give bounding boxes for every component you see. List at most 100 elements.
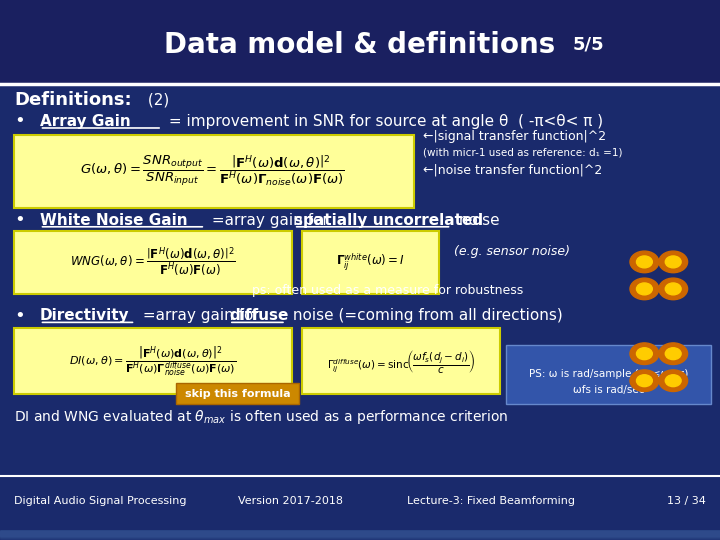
Bar bbox=[0, 534, 720, 538]
Bar bbox=[0, 531, 720, 536]
Bar bbox=[0, 535, 720, 540]
Bar bbox=[0, 531, 720, 536]
Circle shape bbox=[665, 375, 681, 387]
Circle shape bbox=[659, 343, 688, 364]
Circle shape bbox=[630, 278, 659, 300]
Text: (2): (2) bbox=[143, 92, 168, 107]
Bar bbox=[0, 534, 720, 539]
Text: ←|noise transfer function|^2: ←|noise transfer function|^2 bbox=[423, 164, 603, 177]
Text: DI and WNG evaluated at $\theta_{max}$ is often used as a performance criterion: DI and WNG evaluated at $\theta_{max}$ i… bbox=[14, 408, 509, 426]
Text: Data model & definitions: Data model & definitions bbox=[164, 31, 556, 59]
Text: $\Gamma^{diffuse}_{ij}(\omega) = \mathrm{sinc}\!\left(\dfrac{\omega f_s(d_j - d_: $\Gamma^{diffuse}_{ij}(\omega) = \mathrm… bbox=[327, 348, 475, 375]
Bar bbox=[14, 231, 292, 294]
Text: ωfs is rad/sec: ωfs is rad/sec bbox=[572, 385, 644, 395]
Text: skip this formula: skip this formula bbox=[185, 389, 290, 399]
Bar bbox=[0, 531, 720, 536]
Circle shape bbox=[630, 343, 659, 364]
Bar bbox=[0, 535, 720, 539]
Bar bbox=[0, 532, 720, 537]
Bar bbox=[0, 534, 720, 538]
Bar bbox=[302, 231, 439, 294]
Bar bbox=[0, 532, 720, 536]
Bar bbox=[0, 532, 720, 537]
Text: ←|signal transfer function|^2: ←|signal transfer function|^2 bbox=[423, 130, 606, 143]
Bar bbox=[0, 532, 720, 537]
Text: 13 / 34: 13 / 34 bbox=[667, 496, 706, 506]
Bar bbox=[0, 533, 720, 538]
Bar bbox=[14, 328, 292, 394]
Circle shape bbox=[636, 283, 652, 295]
Bar bbox=[0, 531, 720, 536]
Bar bbox=[0, 534, 720, 538]
Bar bbox=[0, 534, 720, 538]
Bar bbox=[0, 533, 720, 537]
Bar bbox=[0, 535, 720, 539]
Bar bbox=[0, 534, 720, 538]
Circle shape bbox=[665, 256, 681, 268]
Bar bbox=[0, 534, 720, 538]
Bar bbox=[0, 534, 720, 538]
Bar bbox=[0, 533, 720, 537]
Bar bbox=[0, 535, 720, 540]
Bar bbox=[176, 383, 299, 404]
Text: = improvement in SNR for source at angle θ  ( -π<θ< π ): = improvement in SNR for source at angle… bbox=[164, 114, 603, 129]
Circle shape bbox=[665, 283, 681, 295]
Bar bbox=[0, 532, 720, 537]
Bar bbox=[0, 532, 720, 536]
Text: =array gain for: =array gain for bbox=[207, 213, 334, 228]
Bar bbox=[0, 535, 720, 539]
Text: diffuse: diffuse bbox=[229, 308, 288, 323]
Bar bbox=[0, 534, 720, 538]
Bar bbox=[0, 534, 720, 538]
Bar bbox=[0, 534, 720, 539]
Bar bbox=[0, 535, 720, 539]
Bar bbox=[0, 534, 720, 539]
Text: spatially uncorrelated: spatially uncorrelated bbox=[294, 213, 483, 228]
Bar bbox=[0, 533, 720, 537]
Bar bbox=[0, 531, 720, 536]
Bar bbox=[0, 535, 720, 539]
Text: =array gain for: =array gain for bbox=[138, 308, 264, 323]
Bar bbox=[0, 534, 720, 538]
Circle shape bbox=[659, 278, 688, 300]
Bar bbox=[0, 534, 720, 538]
Bar bbox=[302, 328, 500, 394]
Bar bbox=[0, 533, 720, 538]
Bar bbox=[0, 535, 720, 539]
Bar bbox=[0, 532, 720, 537]
Bar bbox=[0, 534, 720, 538]
Bar bbox=[0, 532, 720, 537]
Bar bbox=[0, 535, 720, 539]
Circle shape bbox=[636, 256, 652, 268]
Bar bbox=[0, 532, 720, 537]
Bar bbox=[0, 532, 720, 537]
Bar bbox=[0, 0, 720, 84]
Bar bbox=[0, 534, 720, 538]
Bar bbox=[0, 535, 720, 539]
Bar bbox=[0, 531, 720, 536]
Bar bbox=[0, 532, 720, 536]
Bar bbox=[0, 535, 720, 539]
Bar bbox=[0, 532, 720, 537]
Bar bbox=[0, 534, 720, 538]
Circle shape bbox=[630, 251, 659, 273]
Bar bbox=[0, 531, 720, 536]
Bar bbox=[0, 535, 720, 539]
Bar bbox=[0, 535, 720, 539]
Bar bbox=[0, 534, 720, 538]
Bar bbox=[0, 531, 720, 536]
Bar bbox=[0, 536, 720, 540]
Circle shape bbox=[659, 251, 688, 273]
Bar bbox=[0, 532, 720, 537]
Bar bbox=[0, 535, 720, 539]
Bar bbox=[0, 532, 720, 537]
Bar bbox=[0, 534, 720, 538]
Bar bbox=[0, 531, 720, 536]
Bar bbox=[0, 531, 720, 536]
Bar bbox=[0, 533, 720, 537]
Text: noise (=coming from all directions): noise (=coming from all directions) bbox=[288, 308, 563, 323]
Bar bbox=[0, 535, 720, 539]
Bar bbox=[0, 535, 720, 539]
Bar bbox=[0, 532, 720, 537]
Text: $G(\omega,\theta) = \dfrac{SNR_{output}}{SNR_{input}} = \dfrac{\left|\mathbf{F}^: $G(\omega,\theta) = \dfrac{SNR_{output}}… bbox=[80, 154, 345, 188]
